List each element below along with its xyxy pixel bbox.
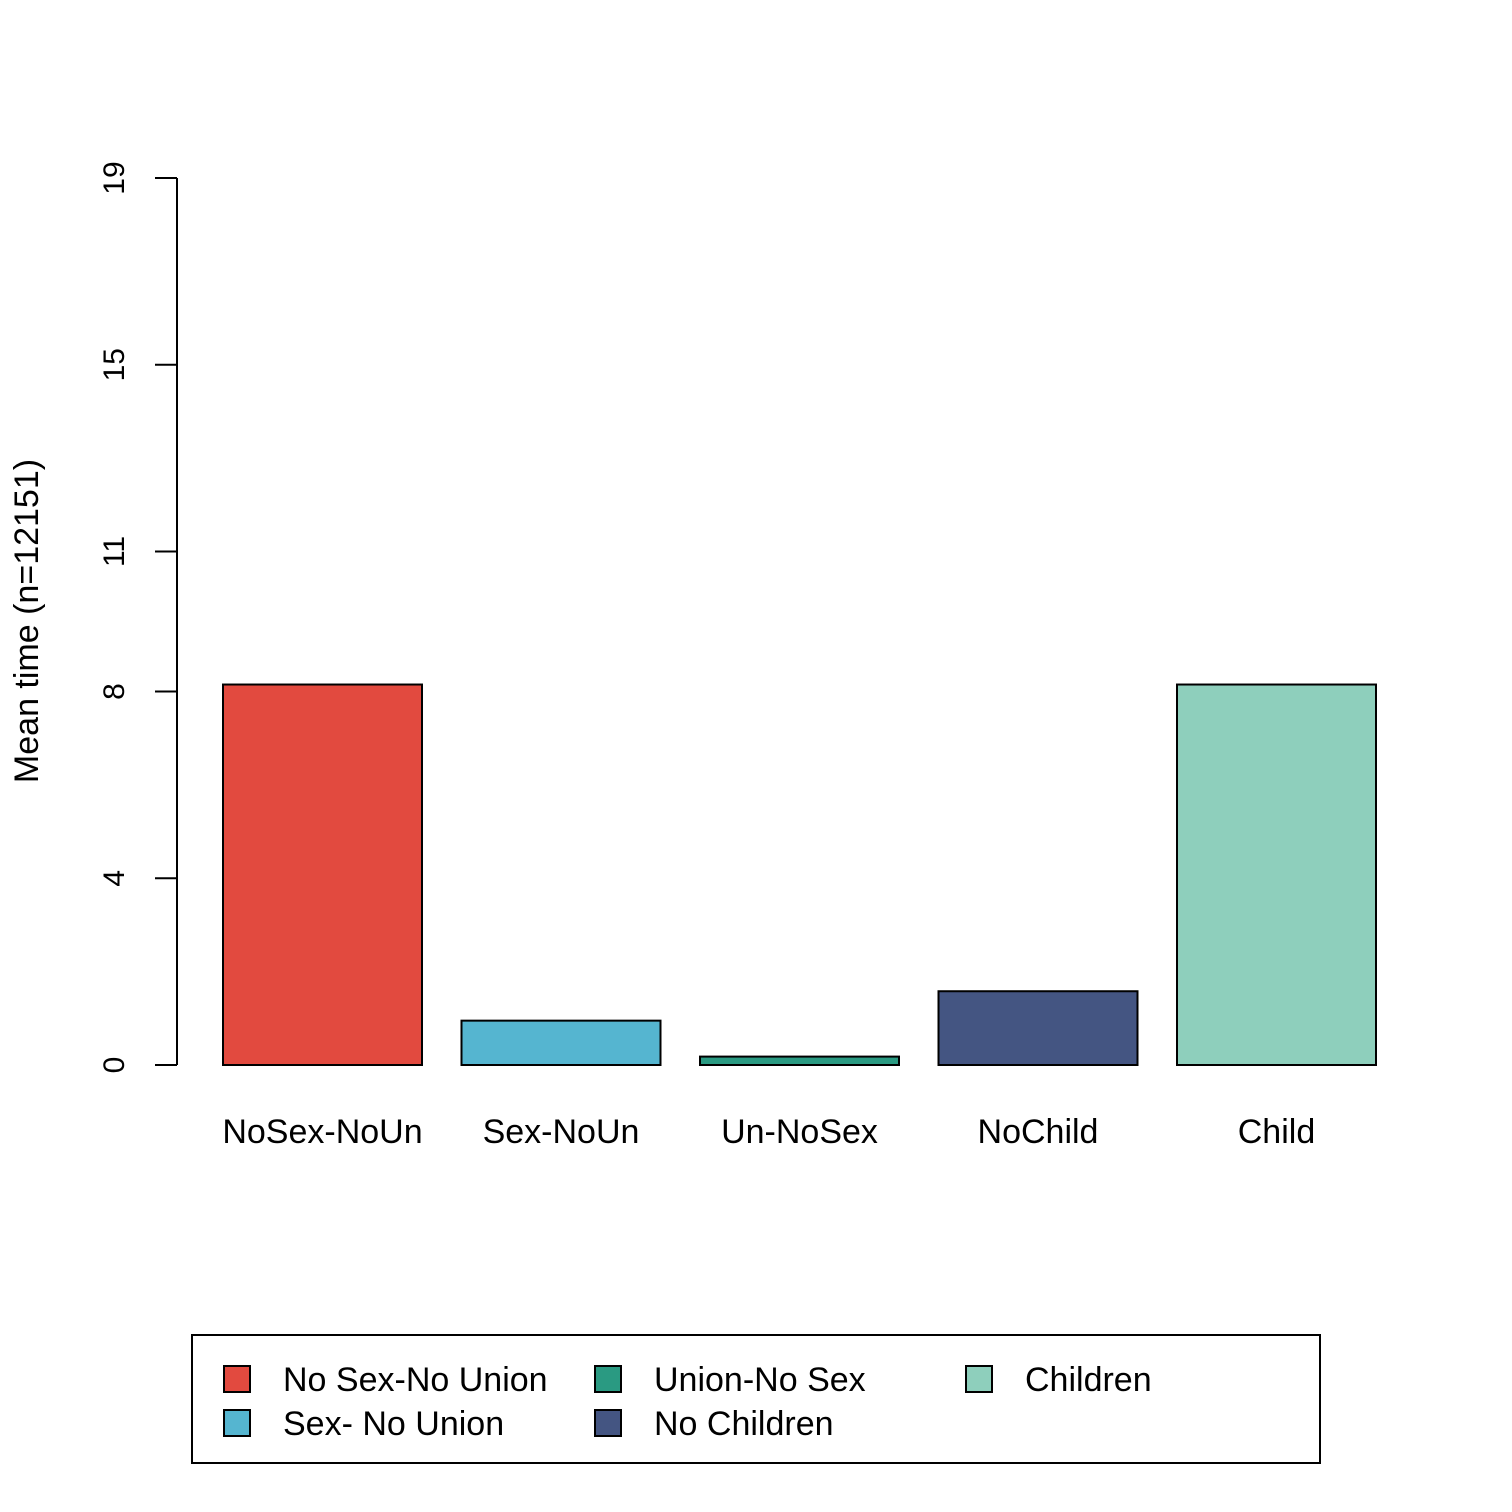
legend-swatch bbox=[594, 1365, 622, 1393]
legend: No Sex-No Union Sex- No Union Union-No Sex… bbox=[191, 1334, 1321, 1464]
y-tick-label: 15 bbox=[98, 348, 131, 381]
x-category-label: NoSex-NoUn bbox=[222, 1113, 422, 1151]
x-category-label: Un-NoSex bbox=[721, 1113, 878, 1151]
bar-nochild bbox=[937, 990, 1139, 1067]
bar-nosex-noun bbox=[222, 683, 423, 1066]
legend-box bbox=[191, 1334, 1321, 1464]
x-category-label: NoChild bbox=[978, 1113, 1099, 1151]
bars bbox=[222, 683, 1377, 1067]
y-tick-label: 4 bbox=[98, 870, 131, 887]
legend-label: Children bbox=[1025, 1361, 1152, 1399]
x-category-label: Sex-NoUn bbox=[483, 1113, 640, 1151]
y-axis: 0 4 8 11 15 19 bbox=[98, 161, 178, 1074]
x-category-label: Child bbox=[1238, 1113, 1315, 1151]
y-tick-label: 0 bbox=[98, 1057, 131, 1074]
y-axis-title: Mean time (n=12151) bbox=[8, 459, 46, 783]
legend-label: No Children bbox=[654, 1405, 834, 1443]
legend-label: Sex- No Union bbox=[283, 1405, 504, 1443]
bar-un-nosex bbox=[699, 1055, 900, 1066]
y-tick-label: 19 bbox=[98, 161, 131, 194]
y-tick-label: 8 bbox=[98, 683, 131, 700]
legend-swatch bbox=[965, 1365, 993, 1393]
legend-swatch bbox=[594, 1409, 622, 1437]
legend-label: Union-No Sex bbox=[654, 1361, 866, 1399]
y-tick-label: 11 bbox=[98, 536, 131, 567]
legend-swatch bbox=[223, 1365, 251, 1393]
category-labels: NoSex-NoUn Sex-NoUn Un-NoSex NoChild Child bbox=[222, 1113, 1315, 1151]
bar-child bbox=[1176, 683, 1377, 1066]
legend-swatch bbox=[223, 1409, 251, 1437]
bar-sex-noun bbox=[460, 1019, 662, 1067]
legend-label: No Sex-No Union bbox=[283, 1361, 548, 1399]
